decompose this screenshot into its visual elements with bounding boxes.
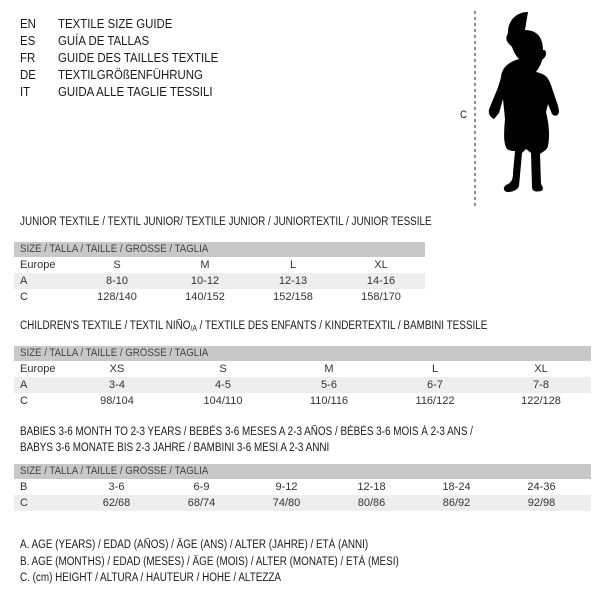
table-header: SIZE / TALLA / TAILLE / GRÖSSE / TAGLIA xyxy=(14,464,591,479)
table-row: A 3-4 4-5 5-6 6-7 7-8 xyxy=(14,377,591,393)
legend-a: A. AGE (YEARS) / EDAD (AÑOS) / ÂGE (ANS)… xyxy=(20,539,369,551)
table-cell: 9-12 xyxy=(275,481,298,493)
table-cell: 86/92 xyxy=(442,497,471,509)
table-cell: M xyxy=(324,363,334,375)
row-label: A xyxy=(20,275,28,287)
lang-code-it: IT xyxy=(20,84,31,99)
height-label: C xyxy=(460,109,467,121)
legend-b: B. AGE (MONTHS) / EDAD (MESES) / ÂGE (MO… xyxy=(20,556,399,568)
lang-code-fr: FR xyxy=(20,50,36,65)
babies-section-title-line2: BABYS 3-6 MONATE BIS 2-3 JAHRE / BAMBINI… xyxy=(20,442,330,454)
row-label: C xyxy=(20,291,28,303)
table-cell: 158/170 xyxy=(361,291,401,303)
table-cell: 18-24 xyxy=(442,481,471,493)
table-cell: 6-7 xyxy=(427,379,443,391)
table-cell: 128/140 xyxy=(97,291,137,303)
table-row: C 62/68 68/74 74/80 80/86 86/92 92/98 xyxy=(14,495,591,511)
table-cell: 12-13 xyxy=(278,275,308,287)
table-row: Europe XS S M L XL xyxy=(14,361,591,377)
row-label: C xyxy=(20,497,28,509)
table-cell: 140/152 xyxy=(185,291,225,303)
table-row: C 128/140 140/152 152/158 158/170 xyxy=(14,289,425,305)
table-header: SIZE / TALLA / TAILLE / GRÖSSE / TAGLIA xyxy=(14,242,425,257)
row-label: A xyxy=(20,379,28,391)
row-label: Europe xyxy=(20,363,56,375)
table-cell: 4-5 xyxy=(215,379,231,391)
baby-silhouette-icon xyxy=(474,11,559,207)
table-header: SIZE / TALLA / TAILLE / GRÖSSE / TAGLIA xyxy=(14,346,591,361)
babies-size-table: SIZE / TALLA / TAILLE / GRÖSSE / TAGLIA … xyxy=(14,464,591,511)
children-section-title: CHILDREN'S TEXTILE / TEXTIL NIÑO/A / TEX… xyxy=(20,320,488,333)
table-cell: 8-10 xyxy=(105,275,129,287)
table-cell: 3-6 xyxy=(108,481,125,493)
row-label: B xyxy=(20,481,28,493)
title-it: GUIDA ALLE TAGLIE TESSILI xyxy=(58,84,213,99)
legend-c: C. (cm) HEIGHT / ALTURA / HAUTEUR / HÖHE… xyxy=(20,572,282,584)
junior-section-title: JUNIOR TEXTILE / TEXTIL JUNIOR/ TEXTILE … xyxy=(20,216,432,228)
table-cell: 5-6 xyxy=(321,379,337,391)
table-cell: 74/80 xyxy=(272,497,301,509)
table-row: B 3-6 6-9 9-12 12-18 18-24 24-36 xyxy=(14,479,591,495)
row-label: C xyxy=(20,395,28,407)
table-row: A 8-10 10-12 12-13 14-16 xyxy=(14,273,425,289)
table-cell: 3-4 xyxy=(109,379,125,391)
children-size-table: SIZE / TALLA / TAILLE / GRÖSSE / TAGLIA … xyxy=(14,346,591,409)
table-cell: 104/110 xyxy=(203,395,243,407)
junior-size-table: SIZE / TALLA / TAILLE / GRÖSSE / TAGLIA … xyxy=(14,242,425,305)
lang-code-de: DE xyxy=(20,67,36,82)
table-cell: 80/86 xyxy=(357,497,386,509)
table-cell: 10-12 xyxy=(190,275,220,287)
table-cell: XS xyxy=(109,363,125,375)
title-fr: GUIDE DES TAILLES TEXTILE xyxy=(58,50,219,65)
title-de: TEXTILGRÖßENFÜHRUNG xyxy=(58,67,203,82)
table-cell: XL xyxy=(374,259,388,271)
table-cell: 6-9 xyxy=(193,481,210,493)
table-cell: 7-8 xyxy=(533,379,549,391)
table-cell: S xyxy=(219,363,227,375)
table-cell: 14-16 xyxy=(366,275,396,287)
table-cell: 68/74 xyxy=(187,497,216,509)
title-en: TEXTILE SIZE GUIDE xyxy=(58,16,173,31)
title-es: GUÍA DE TALLAS xyxy=(58,33,150,48)
table-cell: S xyxy=(113,259,121,271)
table-cell: 122/128 xyxy=(521,395,561,407)
table-cell: L xyxy=(289,259,297,271)
table-row: C 98/104 104/110 110/116 116/122 122/128 xyxy=(14,393,591,409)
table-cell: 24-36 xyxy=(527,481,556,493)
table-cell: M xyxy=(200,259,210,271)
babies-section-title-line1: BABIES 3-6 MONTH TO 2-3 YEARS / BEBÉS 3-… xyxy=(20,426,473,438)
lang-code-en: EN xyxy=(20,16,36,31)
table-cell: 152/158 xyxy=(273,291,313,303)
table-cell: 116/122 xyxy=(415,395,455,407)
table-cell: 92/98 xyxy=(527,497,556,509)
table-cell: 110/116 xyxy=(309,395,349,407)
table-cell: 98/104 xyxy=(100,395,134,407)
lang-code-es: ES xyxy=(20,33,36,48)
table-cell: 12-18 xyxy=(357,481,386,493)
table-cell: L xyxy=(431,363,439,375)
row-label: Europe xyxy=(20,259,56,271)
table-cell: XL xyxy=(534,363,548,375)
table-cell: 62/68 xyxy=(102,497,131,509)
table-row: Europe S M L XL xyxy=(14,257,425,273)
